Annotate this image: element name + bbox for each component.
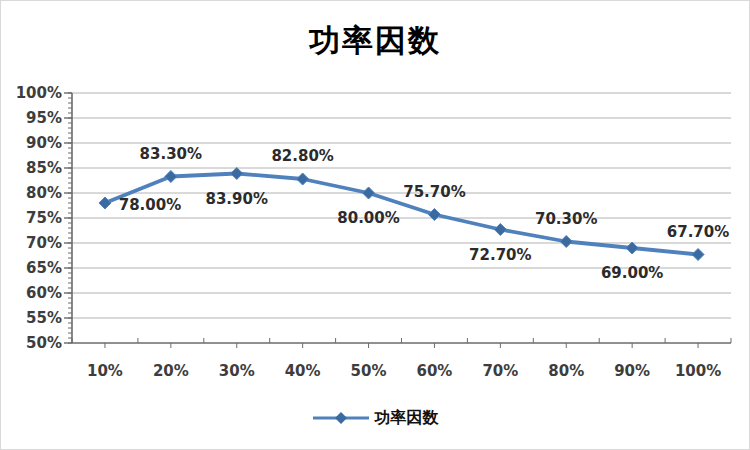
y-tick-label: 50% — [26, 334, 62, 352]
y-tick-label: 90% — [26, 134, 62, 152]
x-tick-label: 20% — [153, 362, 189, 380]
y-tick-label: 60% — [26, 284, 62, 302]
x-tick-label: 80% — [548, 362, 584, 380]
data-point-marker — [99, 197, 111, 209]
y-tick-label: 100% — [16, 84, 62, 102]
data-point-label: 78.00% — [119, 196, 181, 214]
x-tick-label: 100% — [675, 362, 721, 380]
y-tick-label: 85% — [26, 159, 62, 177]
data-point-marker — [165, 171, 177, 183]
data-point-marker — [692, 249, 704, 261]
y-tick-label: 95% — [26, 109, 62, 127]
x-tick-label: 40% — [285, 362, 321, 380]
data-point-marker — [363, 187, 375, 199]
data-point-marker — [626, 242, 638, 254]
data-point-label: 75.70% — [403, 183, 465, 201]
data-point-label: 83.90% — [206, 190, 268, 208]
data-point-label: 80.00% — [337, 209, 399, 227]
x-tick-label: 50% — [351, 362, 387, 380]
chart-window: 功率因数 100%95%90%85%80%75%70%65%60%55%50%1… — [0, 0, 750, 450]
series-line — [105, 174, 698, 255]
y-tick-label: 80% — [26, 184, 62, 202]
y-tick-label: 75% — [26, 209, 62, 227]
y-tick-label: 70% — [26, 234, 62, 252]
x-tick-label: 70% — [482, 362, 518, 380]
x-tick-label: 10% — [87, 362, 123, 380]
data-point-label: 67.70% — [667, 223, 729, 241]
x-tick-label: 60% — [416, 362, 452, 380]
legend-line-marker-icon — [312, 411, 370, 425]
data-point-marker — [494, 224, 506, 236]
data-point-label: 72.70% — [469, 246, 531, 264]
data-point-label: 70.30% — [535, 210, 597, 228]
data-point-label: 82.80% — [271, 147, 333, 165]
data-point-marker — [560, 236, 572, 248]
data-point-label: 83.30% — [140, 145, 202, 163]
x-tick-label: 30% — [219, 362, 255, 380]
y-tick-label: 55% — [26, 309, 62, 327]
data-point-label: 69.00% — [601, 264, 663, 282]
data-point-marker — [297, 173, 309, 185]
y-tick-label: 65% — [26, 259, 62, 277]
legend: 功率因数 — [1, 406, 749, 430]
legend-label: 功率因数 — [375, 408, 439, 429]
x-tick-label: 90% — [614, 362, 650, 380]
line-chart-plot: 100% 95% 90% 85% 80% 75% 70% 65% 60% 55% 50% 10% 20%… — [1, 1, 750, 450]
data-point-marker — [428, 209, 440, 221]
data-point-marker — [231, 168, 243, 180]
